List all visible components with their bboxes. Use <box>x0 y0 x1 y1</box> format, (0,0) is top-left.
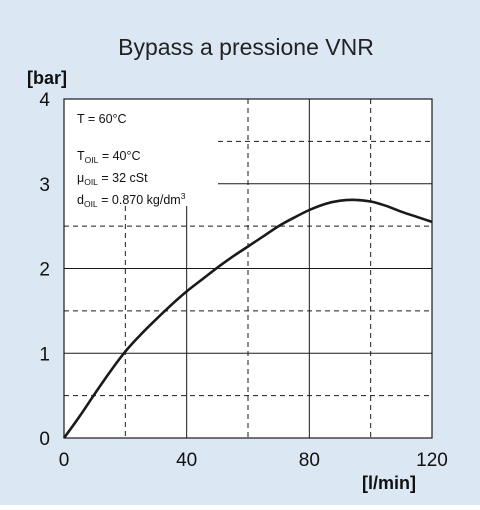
annotation-line: dOIL = 0.870 kg/dm3 <box>77 191 186 209</box>
plot-frame <box>63 98 433 439</box>
x-tick-label: 80 <box>299 450 320 471</box>
curve-layer <box>62 198 433 439</box>
y-tick-label: 4 <box>39 90 50 111</box>
x-tick-label: 0 <box>59 450 70 471</box>
x-tick-label: 40 <box>176 450 197 471</box>
y-tick-label: 1 <box>39 344 50 365</box>
x-axis-label: [l/min] <box>362 473 416 493</box>
y-tick-label: 3 <box>39 175 50 196</box>
y-axis-label: [bar] <box>27 68 67 88</box>
y-tick-label: 0 <box>39 429 50 450</box>
grid-lines <box>64 99 432 438</box>
annotation-block: T = 60°C TOIL = 40°C μOIL = 32 cSt dOIL = 0… <box>77 112 186 209</box>
chart-title: Bypass a pressione VNR <box>118 34 374 60</box>
annotation-line: T = 60°C <box>77 112 127 126</box>
x-tick-label: 120 <box>416 450 448 471</box>
y-tick-label: 2 <box>39 260 50 281</box>
x-tick-labels: 0 40 80 120 <box>59 450 448 471</box>
y-tick-labels: 0 1 2 3 4 <box>39 90 50 450</box>
annotation-line: μOIL = 32 cSt <box>77 171 148 187</box>
annotation-line: TOIL = 40°C <box>77 149 141 165</box>
pressure-curve <box>62 198 433 439</box>
